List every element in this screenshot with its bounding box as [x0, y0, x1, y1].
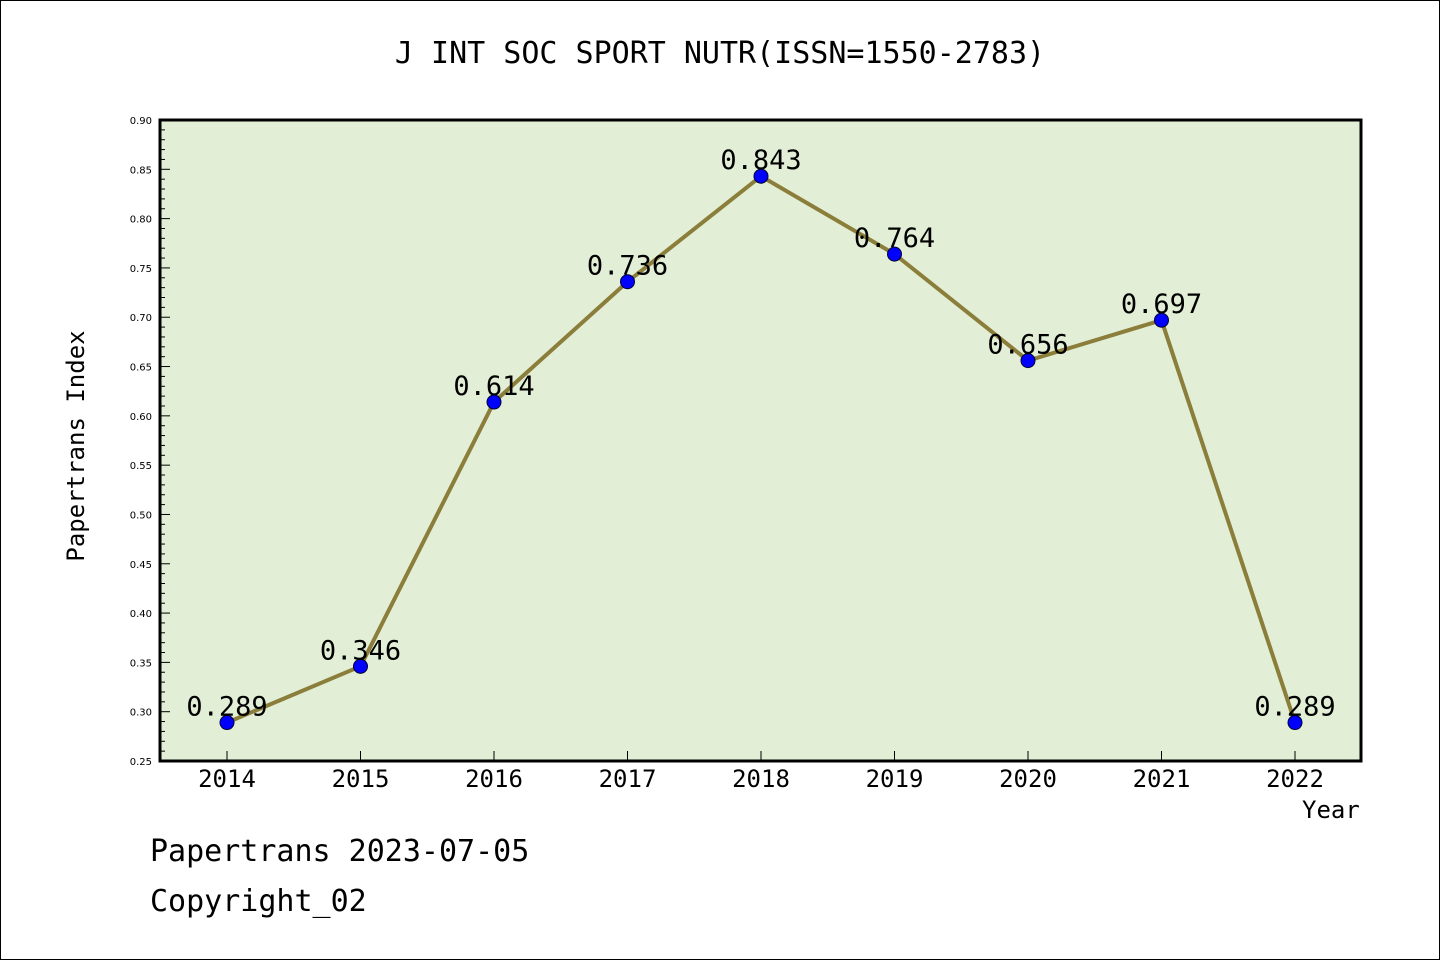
y-tick-label: 0.75 [130, 264, 152, 275]
data-point [353, 658, 368, 674]
y-tick-label: 0.55 [130, 461, 152, 472]
data-label: 0.289 [186, 692, 267, 723]
data-label: 0.656 [987, 330, 1068, 361]
x-tick-label: 2020 [999, 765, 1057, 793]
data-label: 0.614 [453, 371, 534, 402]
data-point [887, 246, 902, 262]
plot-background [160, 120, 1361, 761]
data-label: 0.736 [587, 251, 668, 282]
data-point [1020, 353, 1036, 369]
data-point [486, 394, 502, 410]
y-tick-label: 0.80 [130, 215, 152, 226]
y-tick-label: 0.40 [130, 609, 152, 620]
chart-title: J INT SOC SPORT NUTR(ISSN=1550-2783) [394, 36, 1046, 71]
x-tick-label: 2019 [866, 765, 924, 793]
x-tick-label: 2017 [599, 765, 657, 793]
y-tick-label: 0.25 [130, 757, 152, 768]
data-label: 0.697 [1121, 289, 1202, 320]
y-tick-label: 0.65 [130, 363, 152, 374]
data-label: 0.764 [854, 223, 935, 254]
data-label: 0.843 [720, 145, 801, 176]
data-point [753, 168, 769, 184]
data-point [1154, 312, 1169, 328]
plot-border [158, 118, 1363, 763]
footer-copyright: Copyright_02 [150, 884, 367, 919]
y-tick-label: 0.70 [130, 313, 152, 324]
y-tick-label: 0.50 [130, 510, 152, 521]
x-tick-label: 2022 [1266, 765, 1324, 793]
data-point [1287, 715, 1303, 731]
y-tick-label: 0.85 [130, 165, 152, 176]
y-tick-label: 0.60 [130, 412, 152, 423]
y-axis-label: Papertrans Index [62, 330, 90, 562]
y-tick-label: 0.30 [130, 708, 152, 719]
data-point [620, 274, 635, 290]
x-tick-label: 2021 [1133, 765, 1191, 793]
y-tick-label: 0.35 [130, 658, 152, 669]
x-tick-label: 2015 [332, 765, 390, 793]
x-tick-label: 2018 [732, 765, 790, 793]
data-point [219, 715, 235, 731]
data-label: 0.289 [1254, 692, 1335, 723]
y-tick-label: 0.45 [130, 560, 152, 571]
x-tick-label: 2016 [465, 765, 523, 793]
x-tick-label: 2014 [198, 765, 256, 793]
x-axis-label: Year [1302, 796, 1360, 824]
y-tick-label: 0.90 [130, 116, 152, 127]
data-label: 0.346 [320, 635, 401, 666]
footer-date: Papertrans 2023-07-05 [150, 834, 530, 869]
